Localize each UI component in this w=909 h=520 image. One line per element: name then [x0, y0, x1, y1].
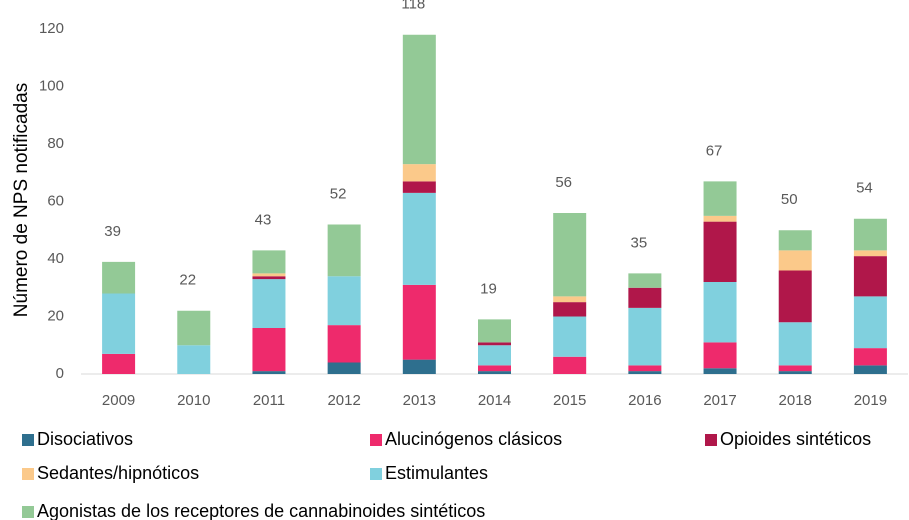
bar-segment	[327, 325, 361, 363]
bar-segment	[703, 181, 737, 216]
bar-segment	[553, 356, 587, 374]
bar-segment	[553, 316, 587, 357]
y-tick-label: 40	[47, 250, 64, 267]
total-label: 35	[631, 234, 648, 251]
bar-segment	[478, 365, 511, 372]
legend-swatch	[22, 468, 34, 480]
bar-segment	[402, 164, 436, 182]
legend-swatch	[22, 506, 34, 518]
y-tick-label: 60	[47, 192, 64, 209]
bar-segment	[778, 270, 812, 323]
bar-segment	[703, 342, 737, 369]
total-label: 43	[255, 211, 272, 228]
bar-segment	[252, 250, 286, 274]
bar-segment	[102, 261, 136, 294]
bar-segment	[252, 371, 286, 374]
bar-segment	[252, 328, 286, 372]
x-tick-label: 2017	[703, 392, 736, 409]
bar-segment	[778, 371, 812, 374]
y-tick-label: 120	[39, 20, 64, 37]
bar-segment	[478, 342, 511, 346]
bar-segment	[628, 365, 662, 372]
total-label: 118	[401, 0, 425, 13]
bar-segment	[628, 307, 662, 366]
total-label: 56	[555, 174, 572, 191]
bar-segment	[553, 213, 587, 297]
x-tick-label: 2015	[553, 392, 586, 409]
bar-segment	[327, 362, 361, 374]
x-tick-label: 2012	[327, 392, 360, 409]
bar-segment	[703, 282, 737, 343]
bar-segment	[252, 279, 286, 328]
bar-segment	[553, 302, 587, 317]
bar-segment	[102, 293, 136, 354]
x-tick-label: 2013	[403, 392, 436, 409]
bar-segment	[252, 276, 286, 280]
legend-swatch	[705, 434, 717, 446]
bar-segment	[478, 345, 511, 366]
bar-segment	[778, 322, 812, 366]
bar-segment	[628, 287, 662, 308]
legend-label: Opioides sintéticos	[720, 429, 871, 449]
total-label: 19	[480, 280, 497, 297]
x-tick-label: 2016	[628, 392, 661, 409]
bar-segment	[402, 192, 436, 285]
x-tick-label: 2011	[253, 392, 285, 409]
bar-segment	[402, 34, 436, 165]
total-label: 39	[104, 223, 121, 240]
bar-segment	[628, 273, 662, 288]
total-label: 54	[856, 180, 873, 197]
bar-segment	[177, 310, 211, 346]
y-tick-label: 80	[47, 135, 64, 152]
legend-label: Sedantes/hipnóticos	[37, 463, 199, 483]
bar-segment	[778, 250, 812, 271]
bar-segment	[402, 284, 436, 360]
legend-label: Agonistas de los receptores de cannabino…	[37, 501, 485, 520]
bar-segment	[252, 273, 286, 277]
bar-segment	[327, 276, 361, 326]
bar-segment	[478, 319, 511, 343]
y-tick-label: 0	[56, 365, 64, 382]
bar-segment	[853, 296, 887, 349]
legend-swatch	[370, 434, 382, 446]
x-tick-label: 2018	[779, 392, 812, 409]
bar-segment	[853, 250, 887, 257]
bar-segment	[553, 296, 587, 303]
bar-segment	[402, 359, 436, 374]
bar-segment	[703, 215, 737, 222]
bar-segment	[703, 221, 737, 282]
bar-segment	[853, 365, 887, 374]
x-tick-label: 2010	[177, 392, 210, 409]
y-tick-label: 100	[39, 77, 64, 94]
total-label: 50	[781, 191, 798, 208]
bar-segment	[402, 181, 436, 193]
legend-label: Alucinógenos clásicos	[385, 429, 562, 449]
bar-segment	[327, 224, 361, 277]
bar-segment	[853, 218, 887, 251]
y-axis-label: Número de NPS notificadas	[11, 83, 32, 317]
total-label: 22	[179, 272, 196, 289]
legend-label: Disociativos	[37, 429, 133, 449]
bar-segment	[853, 256, 887, 297]
legend-swatch	[22, 434, 34, 446]
total-label: 67	[706, 142, 723, 159]
total-label: 52	[330, 185, 347, 202]
legend-label: Estimulantes	[385, 463, 488, 483]
bar-segment	[628, 371, 662, 374]
bar-segment	[177, 345, 211, 374]
bar-segment	[102, 353, 136, 374]
x-tick-label: 2019	[854, 392, 887, 409]
x-tick-label: 2009	[102, 392, 135, 409]
bar-segment	[703, 368, 737, 374]
bar-segment	[778, 230, 812, 251]
bar-segment	[778, 365, 812, 372]
bar-segment	[478, 371, 511, 374]
x-tick-label: 2014	[478, 392, 511, 409]
legend-swatch	[370, 468, 382, 480]
y-tick-label: 20	[47, 307, 64, 324]
bar-segment	[853, 348, 887, 366]
